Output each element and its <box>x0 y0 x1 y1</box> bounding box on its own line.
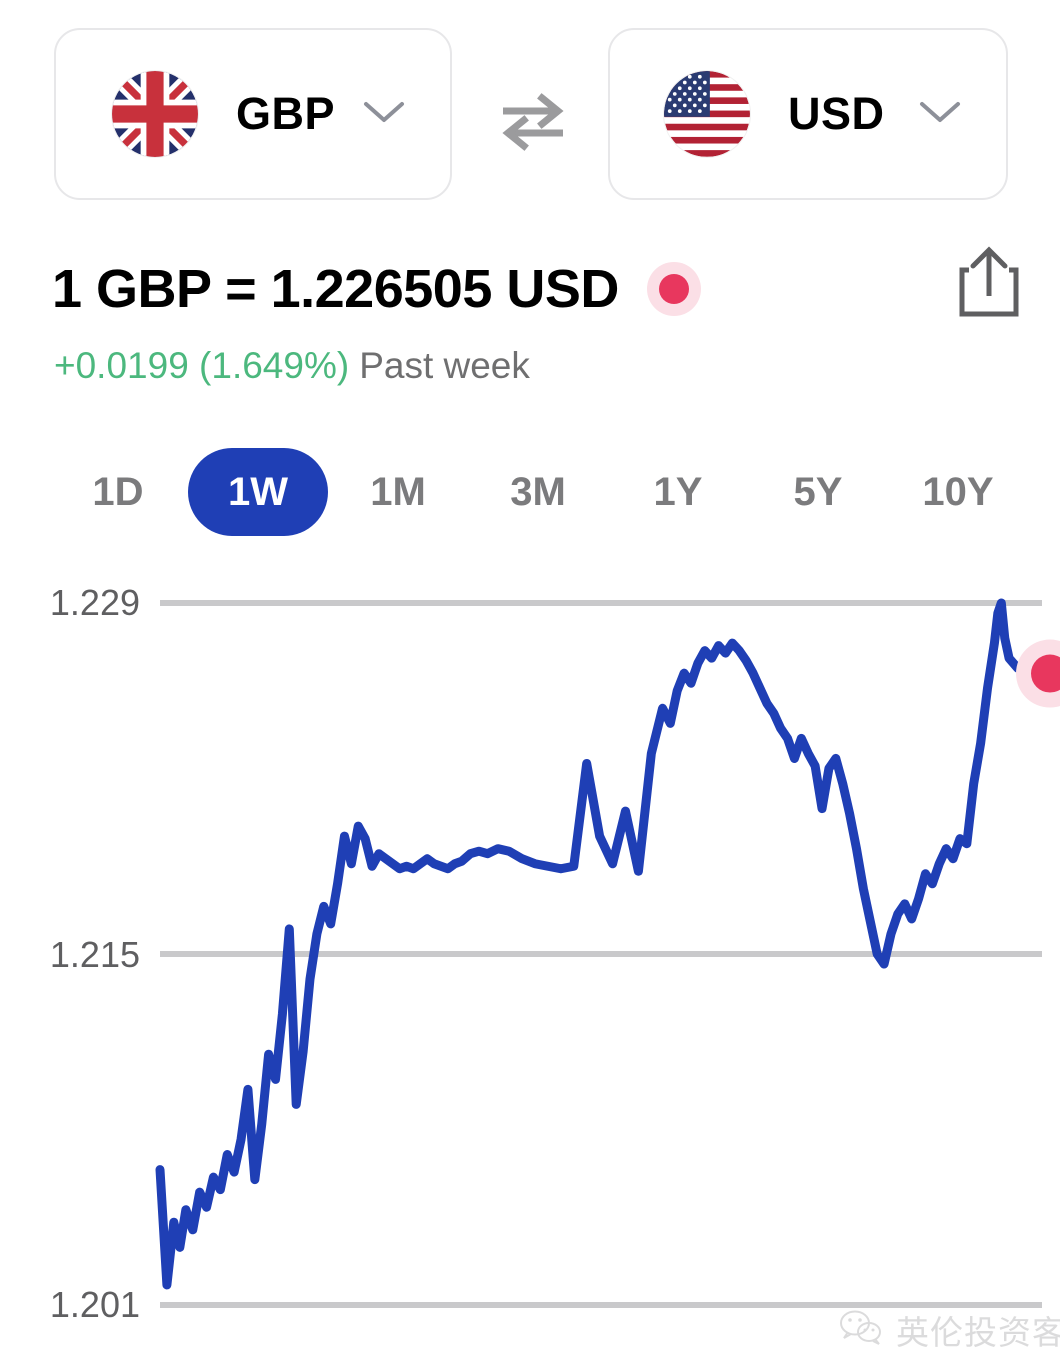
chart-gridlines <box>160 600 1042 1308</box>
y-tick-label-mid: 1.215 <box>49 934 140 975</box>
live-dot-icon <box>646 262 701 316</box>
share-button[interactable] <box>956 244 1022 320</box>
tab-1y[interactable]: 1Y <box>653 470 703 514</box>
chart-line <box>155 598 1027 1290</box>
currency-selector-row: GBP <box>0 28 1060 204</box>
page-title: 1 GBP = 1.226505 USD <box>52 259 619 319</box>
time-range-tabs: 1D 1W 1M 3M 1Y 5Y 10Y <box>48 448 1028 536</box>
y-tick-label-high: 1.229 <box>49 582 140 623</box>
wechat-icon <box>838 1309 884 1352</box>
to-currency-code: USD <box>788 88 885 139</box>
exchange-rate-chart[interactable] <box>0 560 1060 1350</box>
tab-5y[interactable]: 5Y <box>793 470 843 514</box>
chevron-down-icon[interactable] <box>362 98 406 131</box>
from-currency-code: GBP <box>236 88 336 139</box>
watermark-text: 英伦投资客 <box>896 1314 1060 1351</box>
rate-change: +0.0199 (1.649%) Past week <box>54 345 530 387</box>
to-currency-selector[interactable]: USD <box>608 28 1008 200</box>
tab-10y[interactable]: 10Y <box>922 470 994 514</box>
tab-1w[interactable]: 1W <box>188 448 328 536</box>
chart-y-axis: 1.229 1.215 1.201 <box>0 560 140 1350</box>
rate-change-period: Past week <box>359 345 530 386</box>
chevron-down-icon[interactable] <box>918 98 962 131</box>
watermark: 英伦投资客 <box>838 1306 1060 1354</box>
rate-change-value: +0.0199 (1.649%) <box>54 345 350 386</box>
uk-flag-icon <box>112 71 198 157</box>
tab-1d[interactable]: 1D <box>92 470 144 514</box>
us-flag-icon <box>664 71 750 157</box>
swap-arrows-icon <box>502 93 564 151</box>
exchange-rate-line: 1 GBP = 1.226505 USD <box>52 248 1012 330</box>
share-icon <box>959 246 1019 317</box>
from-currency-selector[interactable]: GBP <box>54 28 452 200</box>
y-tick-label-low: 1.201 <box>49 1284 140 1325</box>
tab-3m[interactable]: 3M <box>510 470 566 514</box>
tab-1m[interactable]: 1M <box>370 470 426 514</box>
swap-currencies-button[interactable] <box>495 90 571 152</box>
chart-end-marker <box>1031 654 1060 693</box>
